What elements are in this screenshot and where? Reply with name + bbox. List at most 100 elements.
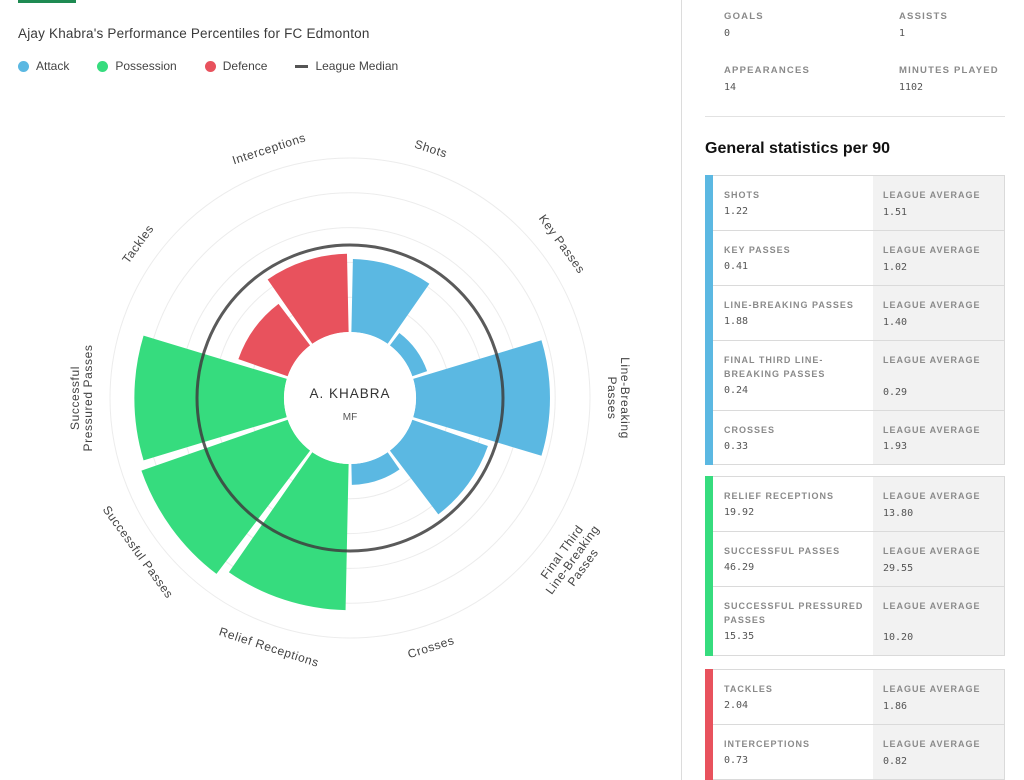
category-label: SuccessfulPressured Passes xyxy=(68,345,95,452)
stat-label: LINE-BREAKING PASSES xyxy=(724,300,854,310)
stat-row: FINAL THIRD LINE-BREAKING PASSES 0.24 LEA… xyxy=(713,341,1004,411)
goals-label: GOALS xyxy=(724,11,764,22)
category-label-group: Relief Receptions xyxy=(217,624,320,670)
legend: Attack Possession Defence League Median xyxy=(18,59,426,73)
category-label-group: Tackles xyxy=(119,222,156,266)
league-average-value: 29.55 xyxy=(883,563,914,574)
bar-interceptions xyxy=(267,253,349,344)
category-label-group: Crosses xyxy=(406,633,456,661)
stat-row: CROSSES 0.33 LEAGUE AVERAGE 1.93 xyxy=(713,411,1004,464)
grid-ring xyxy=(109,157,591,639)
bar-successful-passes xyxy=(141,419,311,574)
bar-line-breaking-passes xyxy=(413,340,550,456)
league-average-value: 1.93 xyxy=(883,441,908,452)
stat-row: KEY PASSES 0.41 LEAGUE AVERAGE 1.02 xyxy=(713,231,1004,286)
category-label-group: Final ThirdLine-BreakingPasses xyxy=(532,515,612,605)
legend-item-possession: Possession xyxy=(97,59,177,73)
league-average-label: LEAGUE AVERAGE xyxy=(883,245,981,255)
legend-label-defence: Defence xyxy=(222,59,268,73)
stat-value: 0.41 xyxy=(724,261,749,272)
league-average-label: LEAGUE AVERAGE xyxy=(883,546,981,556)
bar-successful-pressured-passes xyxy=(134,335,287,461)
stat-label: KEY PASSES xyxy=(724,245,791,255)
minutes-value: 1102 xyxy=(899,82,924,93)
minutes-label: MINUTES PLAYED xyxy=(899,65,999,76)
legend-item-median: League Median xyxy=(295,59,398,73)
stat-value: 0.33 xyxy=(724,441,749,452)
summary-appearances: APPEARANCES 14 xyxy=(724,65,864,93)
bar-relief-receptions xyxy=(228,452,349,611)
legend-label-median: League Median xyxy=(315,59,399,73)
category-label: Key Passes xyxy=(536,212,588,276)
category-label: Final ThirdLine-BreakingPasses xyxy=(532,515,612,605)
group-bar-possession xyxy=(705,476,713,656)
stat-row: INTERCEPTIONS 0.73 LEAGUE AVERAGE 0.82 xyxy=(713,725,1004,779)
center-disc xyxy=(284,332,416,464)
legend-item-attack: Attack xyxy=(18,59,69,73)
bar-shots xyxy=(351,258,430,344)
group-bar-defence xyxy=(705,669,713,780)
legend-swatch-defence xyxy=(204,60,216,72)
chart-center: A. KHABRA MF xyxy=(284,332,416,464)
stat-value: 2.04 xyxy=(724,700,749,711)
league-average-value: 1.40 xyxy=(883,317,908,328)
stat-row: RELIEF RECEPTIONS 19.92 LEAGUE AVERAGE 13.… xyxy=(713,477,1004,532)
league-median-ring xyxy=(195,243,505,553)
center-player-position: MF xyxy=(343,412,357,423)
league-average-label: LEAGUE AVERAGE xyxy=(883,190,981,200)
bar-tackles xyxy=(238,303,311,377)
stat-value: 1.88 xyxy=(724,316,749,327)
stat-value: 15.35 xyxy=(724,631,755,642)
stat-row: SHOTS 1.22 LEAGUE AVERAGE 1.51 xyxy=(713,176,1004,231)
category-label: Relief Receptions xyxy=(217,624,320,670)
category-label-group: Line-BreakingPasses xyxy=(605,357,632,439)
stats-group-defence: TACKLES 2.04 LEAGUE AVERAGE 1.86 INTERCEPT… xyxy=(705,669,1005,780)
top-accent-line xyxy=(18,0,76,3)
league-average-label: LEAGUE AVERAGE xyxy=(883,300,981,310)
stat-value: 19.92 xyxy=(724,507,755,518)
stat-label: CROSSES xyxy=(724,425,776,435)
category-label-group: Key Passes xyxy=(536,212,588,276)
category-label: Line-BreakingPasses xyxy=(605,357,632,439)
appearances-value: 14 xyxy=(724,82,737,93)
category-label: Crosses xyxy=(406,633,456,661)
legend-swatch-possession xyxy=(97,60,109,72)
legend-swatch-median xyxy=(295,64,309,68)
category-label: Interceptions xyxy=(230,130,307,167)
league-average-label: LEAGUE AVERAGE xyxy=(883,601,981,611)
legend-item-defence: Defence xyxy=(204,59,268,73)
category-label-group: Interceptions xyxy=(230,130,307,167)
league-average-value: 10.20 xyxy=(883,632,914,643)
stat-row: SUCCESSFUL PRESSURED PASSES 15.35 LEAGUE … xyxy=(713,587,1004,655)
stat-value: 46.29 xyxy=(724,562,755,573)
appearances-label: APPEARANCES xyxy=(724,65,811,76)
league-average-value: 0.82 xyxy=(883,756,908,767)
category-label: Shots xyxy=(413,137,449,161)
chart-bars xyxy=(134,253,550,611)
chart-median xyxy=(195,243,505,553)
stat-row: LINE-BREAKING PASSES 1.88 LEAGUE AVERAGE 1… xyxy=(713,286,1004,341)
stat-value: 0.73 xyxy=(724,755,749,766)
stat-value: 1.22 xyxy=(724,206,749,217)
summary-divider xyxy=(705,116,1005,117)
group-bar-attack xyxy=(705,175,713,465)
category-label-group: SuccessfulPressured Passes xyxy=(68,345,95,452)
stat-label: INTERCEPTIONS xyxy=(724,739,811,749)
stat-label: TACKLES xyxy=(724,684,773,694)
league-average-value: 1.51 xyxy=(883,207,908,218)
league-average-label: LEAGUE AVERAGE xyxy=(883,425,981,435)
summary-minutes: MINUTES PLAYED 1102 xyxy=(899,65,1024,93)
league-average-label: LEAGUE AVERAGE xyxy=(883,684,981,694)
legend-label-possession: Possession xyxy=(115,59,177,73)
stat-label: SHOTS xyxy=(724,190,761,200)
league-average-value: 13.80 xyxy=(883,508,914,519)
legend-swatch-attack xyxy=(18,60,29,72)
stat-label: RELIEF RECEPTIONS xyxy=(724,491,835,501)
bar-final-third-line-breaking-passes xyxy=(389,419,488,515)
league-average-value: 1.86 xyxy=(883,701,908,712)
league-average-label: LEAGUE AVERAGE xyxy=(883,491,981,501)
goals-value: 0 xyxy=(724,28,731,39)
league-average-label: LEAGUE AVERAGE xyxy=(883,355,981,365)
bar-crosses xyxy=(351,452,400,485)
stat-row: TACKLES 2.04 LEAGUE AVERAGE 1.86 xyxy=(713,670,1004,725)
